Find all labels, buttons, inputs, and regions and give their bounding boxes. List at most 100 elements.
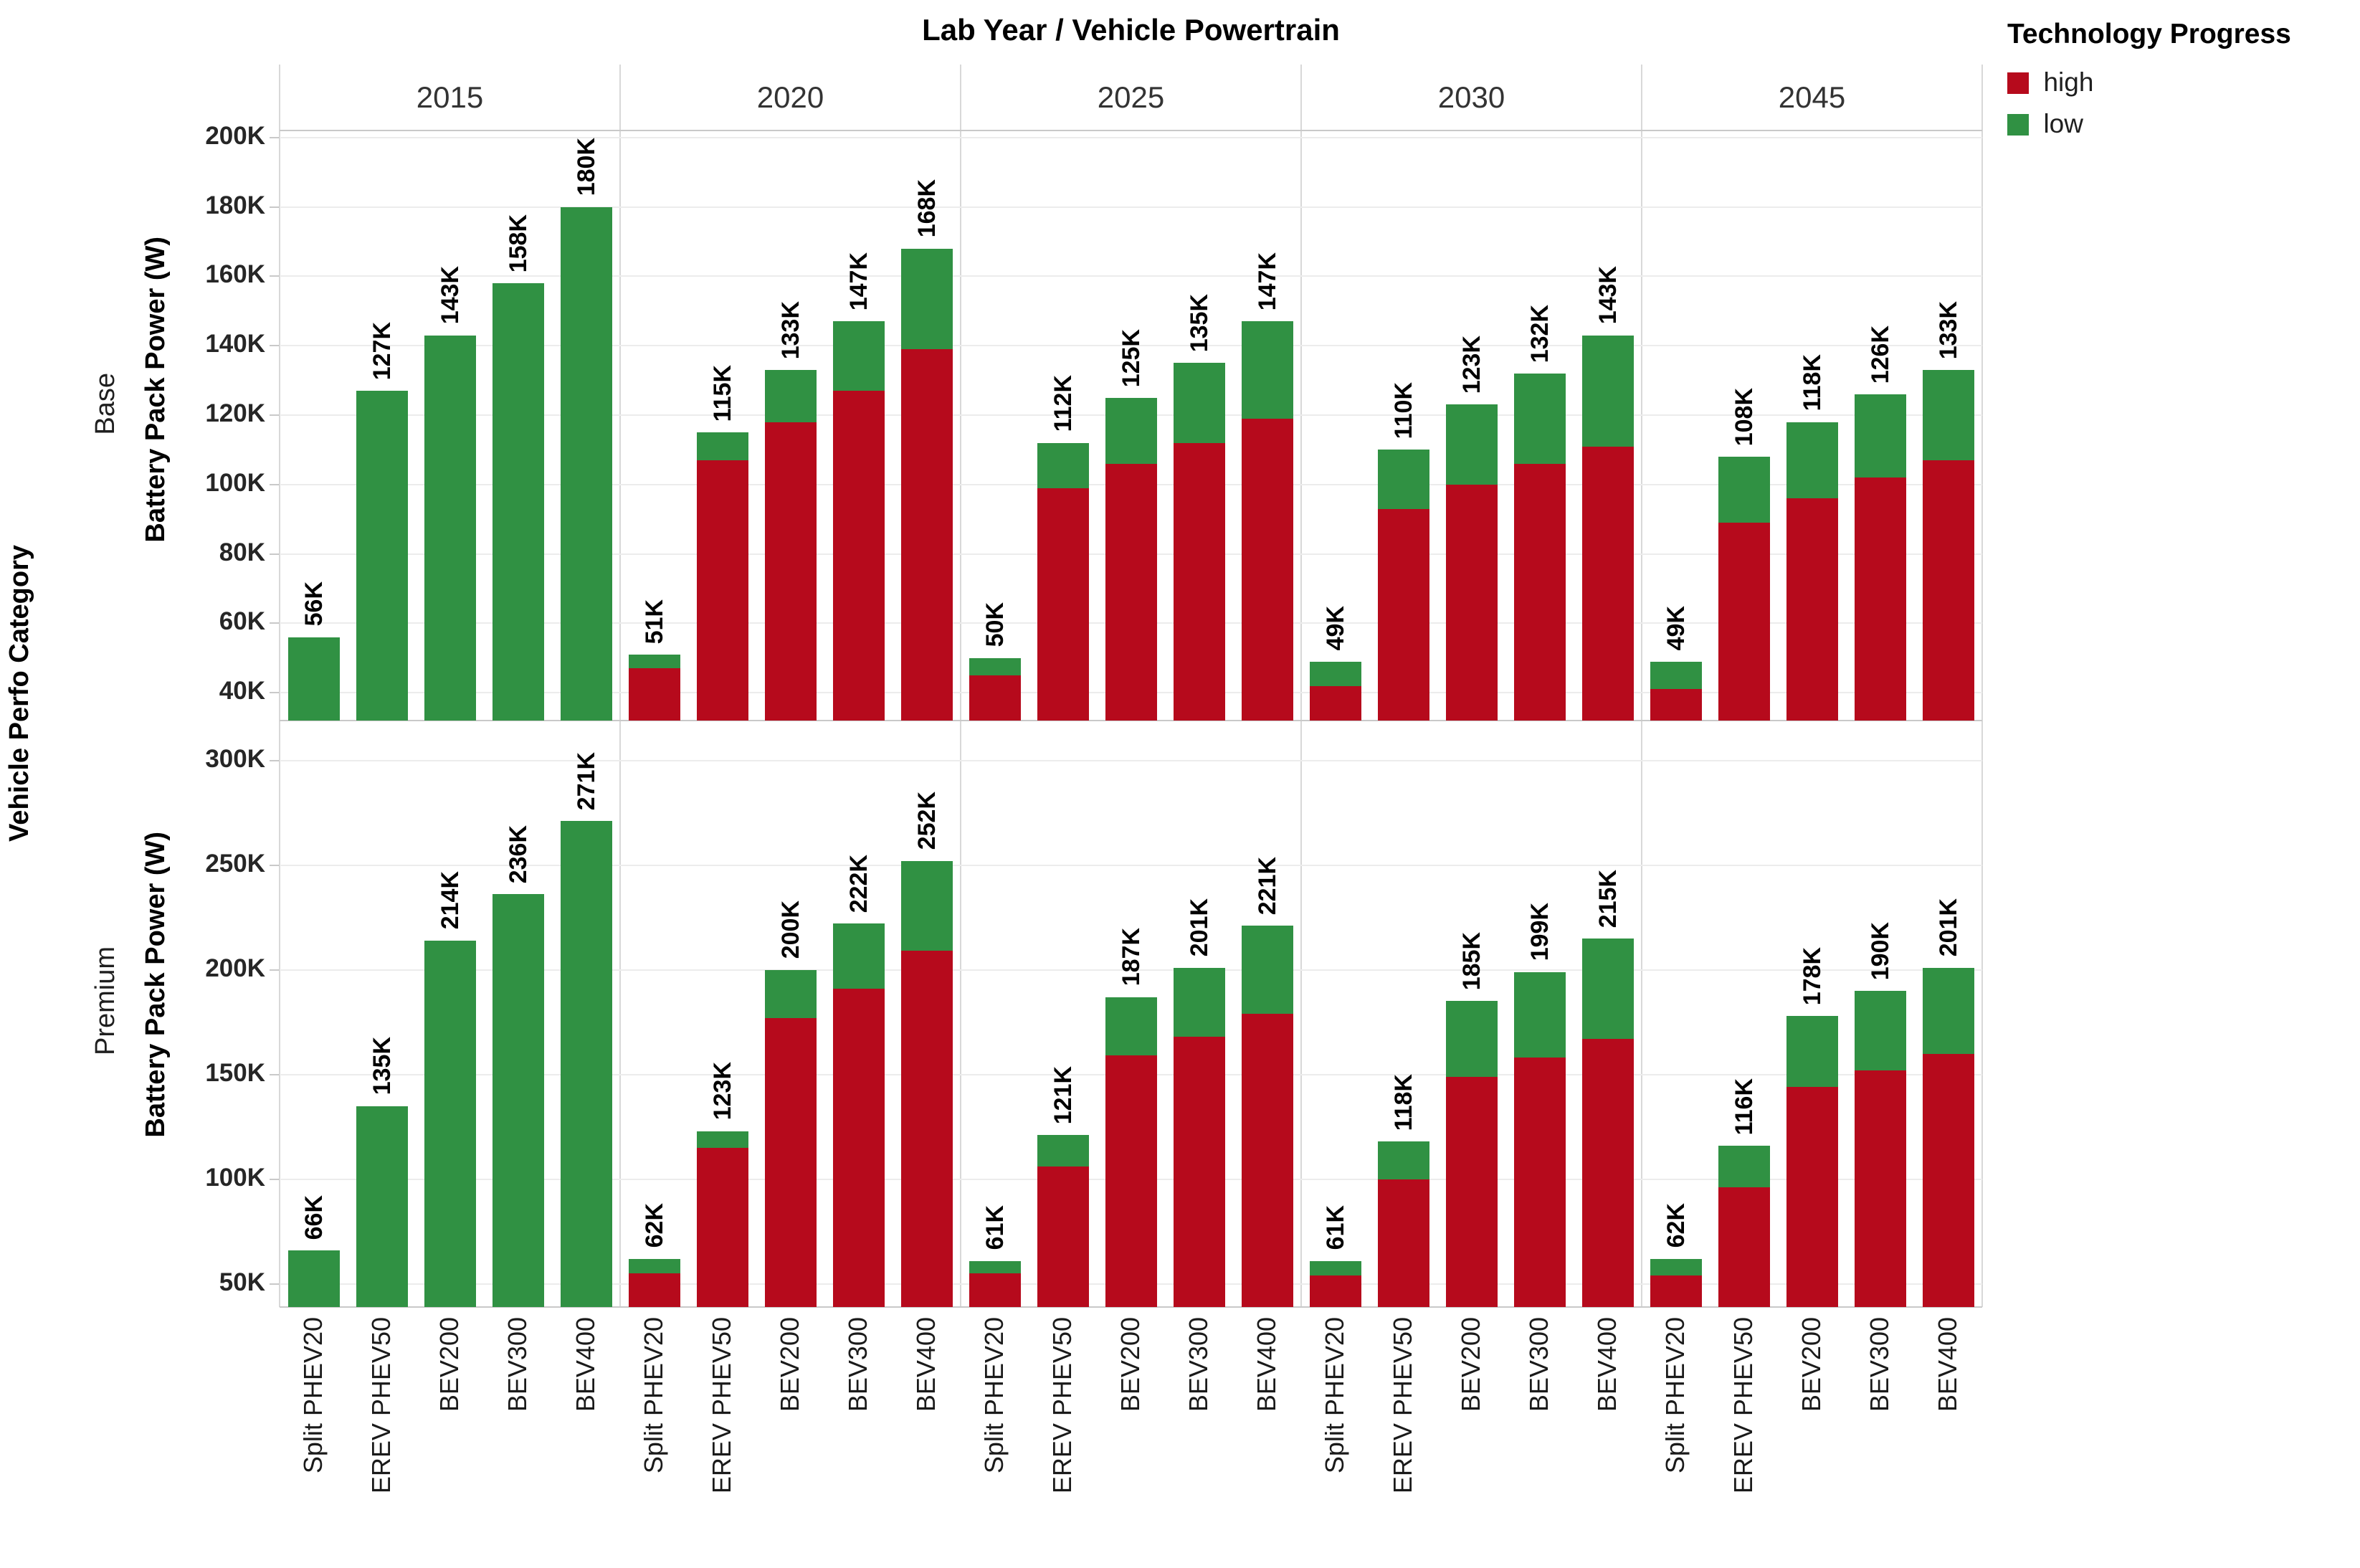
legend-item-low[interactable]: low — [2007, 109, 2351, 139]
axis-tickmark — [270, 1178, 280, 1180]
bar-value-label-wrap: 61K — [1322, 1205, 1349, 1253]
column-header-year: 2030 — [1437, 80, 1505, 114]
bar-segment-high[interactable] — [1650, 689, 1702, 721]
bar-segment-high[interactable] — [1377, 1179, 1429, 1307]
bar-value-label: 125K — [1117, 328, 1145, 387]
bar-segment-high[interactable] — [1718, 1187, 1770, 1307]
bar-segment-high[interactable] — [969, 675, 1021, 721]
bar-value-label-wrap: 125K — [1118, 329, 1145, 391]
axis-tick-label: 40K — [219, 677, 265, 705]
bar-value-label-wrap: 190K — [1867, 922, 1894, 984]
bar-value-label: 132K — [1526, 304, 1553, 363]
bar-value-label: 199K — [1526, 903, 1553, 961]
bar-segment-low[interactable] — [287, 637, 340, 721]
x-category-label: BEV200 — [1455, 1317, 1485, 1412]
bar-value-label: 50K — [981, 602, 1009, 647]
bar-segment-high[interactable] — [628, 1273, 680, 1307]
bar-segment-low[interactable] — [356, 1106, 408, 1307]
bar-segment-high[interactable] — [900, 951, 953, 1307]
bar-segment-high[interactable] — [1309, 1275, 1361, 1307]
bar-segment-high[interactable] — [1786, 498, 1838, 721]
bar-value-label: 61K — [1321, 1205, 1349, 1250]
panel-top-border — [280, 130, 1982, 131]
axis-tickmark — [270, 969, 280, 971]
axis-tickmark — [270, 345, 280, 347]
bar-value-label-wrap: 135K — [368, 1037, 396, 1098]
bar-segment-high[interactable] — [1854, 477, 1906, 721]
bar-segment-high[interactable] — [764, 1017, 817, 1307]
bar-value-label-wrap: 127K — [368, 322, 396, 384]
axis-tick-label: 250K — [205, 849, 265, 878]
x-category-label: BEV400 — [1251, 1317, 1281, 1412]
bar-segment-high[interactable] — [1105, 1055, 1157, 1307]
bar-segment-low[interactable] — [492, 894, 544, 1307]
chart-title: Lab Year / Vehicle Powertrain — [922, 13, 1340, 47]
bar-segment-low[interactable] — [560, 821, 612, 1307]
x-category-label: BEV400 — [570, 1317, 600, 1412]
bar-value-label-wrap: 147K — [1254, 252, 1281, 314]
bar-segment-low[interactable] — [560, 206, 612, 721]
x-category-label-wrap: BEV300 — [843, 1317, 872, 1415]
bar-segment-high[interactable] — [1922, 1053, 1974, 1307]
bar-segment-high[interactable] — [1854, 1070, 1906, 1307]
column-header-year: 2020 — [756, 80, 824, 114]
bar-value-label-wrap: 121K — [1050, 1066, 1077, 1128]
bar-segment-high[interactable] — [1377, 508, 1429, 721]
bar-segment-high[interactable] — [696, 1147, 748, 1307]
bar-value-label-wrap: 108K — [1731, 388, 1758, 450]
legend-label-high: high — [2043, 67, 2094, 97]
gridline — [280, 206, 1982, 208]
bar-segment-low[interactable] — [287, 1250, 340, 1307]
bar-segment-high[interactable] — [1718, 523, 1770, 721]
bar-segment-high[interactable] — [1173, 442, 1225, 721]
bar-segment-high[interactable] — [1173, 1037, 1225, 1307]
legend-item-high[interactable]: high — [2007, 67, 2351, 98]
x-category-label-wrap: BEV300 — [1524, 1317, 1553, 1415]
bar-segment-high[interactable] — [1581, 1039, 1634, 1307]
axis-tick-label: 160K — [205, 260, 265, 289]
bar-segment-high[interactable] — [1241, 1014, 1293, 1307]
bar-value-label: 62K — [640, 1203, 668, 1248]
bar-segment-high[interactable] — [1445, 1076, 1498, 1307]
bar-segment-high[interactable] — [832, 391, 885, 721]
bar-segment-high[interactable] — [1445, 484, 1498, 721]
bar-value-label: 222K — [844, 855, 872, 913]
bar-value-label: 121K — [1049, 1066, 1077, 1125]
bar-value-label: 143K — [1594, 266, 1622, 325]
column-header-year: 2025 — [1097, 80, 1165, 114]
bar-segment-high[interactable] — [1105, 463, 1157, 721]
bar-segment-high[interactable] — [1513, 463, 1566, 721]
axis-tick-label: 150K — [205, 1058, 265, 1087]
bar-segment-high[interactable] — [1581, 446, 1634, 721]
bar-segment-high[interactable] — [969, 1273, 1021, 1307]
bar-segment-high[interactable] — [900, 348, 953, 721]
bar-value-label-wrap: 112K — [1050, 375, 1077, 435]
bar-value-label: 187K — [1117, 928, 1145, 987]
bar-segment-high[interactable] — [1037, 1167, 1089, 1307]
bar-segment-high[interactable] — [764, 422, 817, 721]
bar-segment-high[interactable] — [1037, 488, 1089, 721]
bar-value-label: 201K — [1934, 898, 1962, 957]
bar-value-label-wrap: 56K — [300, 581, 328, 629]
bar-segment-low[interactable] — [492, 283, 544, 721]
bar-value-label-wrap: 123K — [709, 1062, 736, 1123]
bar-segment-low[interactable] — [424, 335, 476, 721]
x-category-label-wrap: EREV PHEV50 — [366, 1317, 396, 1497]
bar-segment-low[interactable] — [424, 940, 476, 1307]
bar-segment-high[interactable] — [696, 460, 748, 721]
bar-segment-high[interactable] — [1309, 685, 1361, 721]
bar-segment-high[interactable] — [832, 988, 885, 1307]
bar-segment-high[interactable] — [1513, 1058, 1566, 1307]
bar-segment-high[interactable] — [1922, 460, 1974, 721]
bar-segment-high[interactable] — [1650, 1275, 1702, 1307]
x-category-label-wrap: BEV400 — [1933, 1317, 1962, 1415]
bar-segment-low[interactable] — [356, 391, 408, 721]
bar-segment-high[interactable] — [628, 668, 680, 721]
bar-value-label-wrap: 133K — [777, 301, 804, 363]
bar-segment-high[interactable] — [1786, 1087, 1838, 1307]
axis-tick-label: 120K — [205, 399, 265, 427]
bar-segment-high[interactable] — [1241, 418, 1293, 721]
axis-tick-label: 100K — [205, 1163, 265, 1192]
gridline — [280, 275, 1982, 277]
